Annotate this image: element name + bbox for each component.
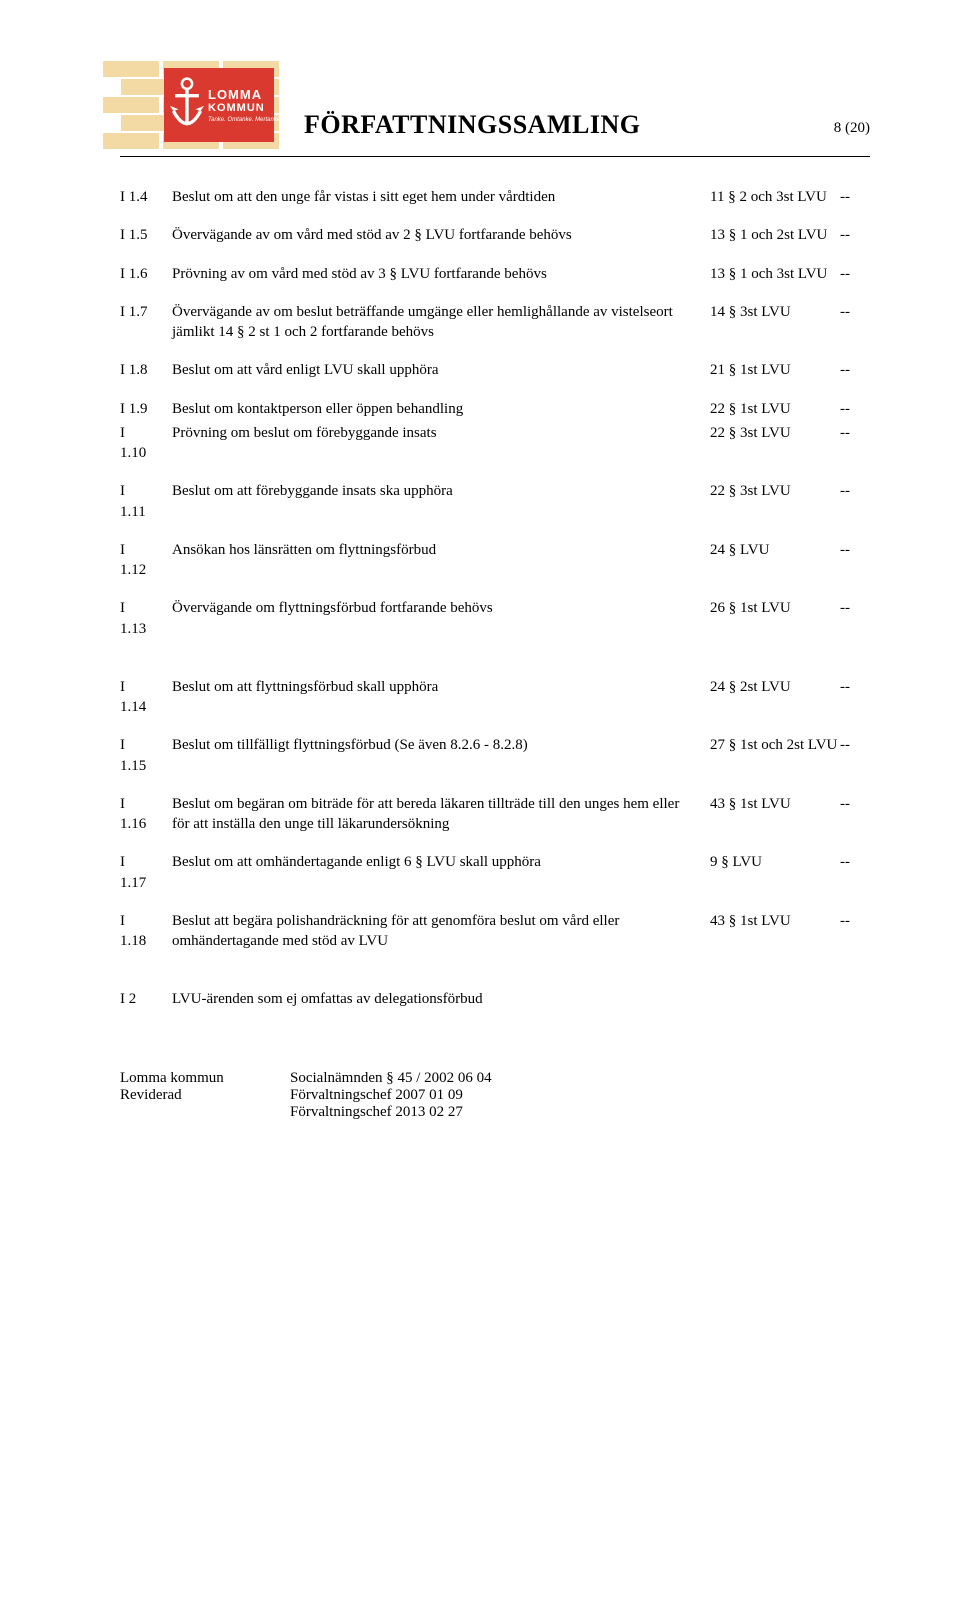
provision-description: Prövning av om vård med stöd av 3 § LVU … (172, 264, 710, 284)
provision-description: Beslut om att flyttningsförbud skall upp… (172, 677, 710, 697)
provision-row: I1.12Ansökan hos länsrätten om flyttning… (120, 540, 870, 581)
provision-row: I 1.4Beslut om att den unge får vistas i… (120, 187, 870, 207)
provision-delegate: -- (840, 911, 870, 931)
provision-description: Beslut om kontaktperson eller öppen beha… (172, 399, 710, 419)
footer-committee: Socialnämnden § 45 / 2002 06 04 (290, 1070, 492, 1087)
provision-id: I 1.5 (120, 225, 172, 245)
provision-id: I1.16 (120, 794, 172, 835)
provision-description: Beslut om att vård enligt LVU skall upph… (172, 360, 710, 380)
provision-reference: 22 § 3st LVU (710, 481, 840, 501)
provisions-list: I 1.4Beslut om att den unge får vistas i… (120, 187, 870, 1010)
page-header: LOMMA KOMMUN Tanke. Omtanke. Mertanke! F… (120, 60, 870, 157)
provision-description: Beslut om begäran om biträde för att ber… (172, 794, 710, 835)
provision-delegate: -- (840, 598, 870, 618)
provision-reference: 13 § 1 och 3st LVU (710, 264, 840, 284)
page-number: 8 (20) (834, 120, 870, 140)
logo-tagline: Tanke. Omtanke. Mertanke! (208, 117, 282, 123)
provision-delegate: -- (840, 481, 870, 501)
provision-delegate: -- (840, 302, 870, 322)
provision-description: LVU-ärenden som ej omfattas av delegatio… (172, 989, 710, 1009)
provision-row: I1.16Beslut om begäran om biträde för at… (120, 794, 870, 835)
provision-delegate: -- (840, 677, 870, 697)
provision-delegate: -- (840, 264, 870, 284)
provision-reference: 22 § 1st LVU (710, 399, 840, 419)
provision-reference: 26 § 1st LVU (710, 598, 840, 618)
provision-row: I 1.9Beslut om kontaktperson eller öppen… (120, 399, 870, 419)
provision-delegate: -- (840, 225, 870, 245)
provision-reference: 14 § 3st LVU (710, 302, 840, 322)
provision-id: I1.13 (120, 598, 172, 639)
provision-row: I 2LVU-ärenden som ej omfattas av delega… (120, 989, 870, 1009)
provision-reference: 11 § 2 och 3st LVU (710, 187, 840, 207)
provision-row: I1.15Beslut om tillfälligt flyttningsför… (120, 735, 870, 776)
provision-description: Prövning om beslut om förebyggande insat… (172, 423, 710, 443)
provision-description: Ansökan hos länsrätten om flyttningsförb… (172, 540, 710, 560)
provision-id: I1.17 (120, 852, 172, 893)
footer-revision-1: Förvaltningschef 2007 01 09 (290, 1087, 492, 1104)
provision-id: I 1.7 (120, 302, 172, 322)
provision-reference: 43 § 1st LVU (710, 911, 840, 931)
provision-id: I1.11 (120, 481, 172, 522)
provision-id: I1.14 (120, 677, 172, 718)
provision-description: Beslut att begära polishandräckning för … (172, 911, 710, 952)
provision-description: Beslut om att omhändertagande enligt 6 §… (172, 852, 710, 872)
footer-org: Lomma kommun (120, 1070, 290, 1087)
provision-id: I 1.8 (120, 360, 172, 380)
provision-row: I1.18Beslut att begära polishandräckning… (120, 911, 870, 952)
provision-row: I1.14Beslut om att flyttningsförbud skal… (120, 677, 870, 718)
provision-delegate: -- (840, 735, 870, 755)
provision-row: I1.11Beslut om att förebyggande insats s… (120, 481, 870, 522)
provision-id: I 1.4 (120, 187, 172, 207)
provision-reference: 22 § 3st LVU (710, 423, 840, 443)
provision-id: I 1.6 (120, 264, 172, 284)
footer-revision-2: Förvaltningschef 2013 02 27 (290, 1104, 492, 1121)
provision-id: I1.12 (120, 540, 172, 581)
provision-reference: 9 § LVU (710, 852, 840, 872)
provision-id: I1.15 (120, 735, 172, 776)
anchor-icon (170, 75, 204, 135)
provision-row: I 1.6Prövning av om vård med stöd av 3 §… (120, 264, 870, 284)
footer-revised-label: Reviderad (120, 1087, 290, 1104)
provision-description: Beslut om tillfälligt flyttningsförbud (… (172, 735, 710, 755)
municipality-logo: LOMMA KOMMUN Tanke. Omtanke. Mertanke! (120, 60, 280, 150)
provision-delegate: -- (840, 852, 870, 872)
provision-reference: 24 § 2st LVU (710, 677, 840, 697)
provision-reference: 24 § LVU (710, 540, 840, 560)
provision-row: I 1.8Beslut om att vård enligt LVU skall… (120, 360, 870, 380)
provision-id: I1.10 (120, 423, 172, 464)
provision-row: I1.10Prövning om beslut om förebyggande … (120, 423, 870, 464)
document-title: FÖRFATTNINGSSAMLING (304, 110, 640, 140)
provision-delegate: -- (840, 360, 870, 380)
provision-id: I 2 (120, 989, 172, 1009)
provision-description: Övervägande av om beslut beträffande umg… (172, 302, 710, 343)
provision-id: I1.18 (120, 911, 172, 952)
provision-reference: 43 § 1st LVU (710, 794, 840, 814)
provision-row: I 1.5Övervägande av om vård med stöd av … (120, 225, 870, 245)
page-footer: Lomma kommun Reviderad Socialnämnden § 4… (120, 1070, 870, 1121)
provision-reference: 27 § 1st och 2st LVU (710, 735, 840, 755)
provision-description: Övervägande om flyttningsförbud fortfara… (172, 598, 710, 618)
provision-row: I1.13Övervägande om flyttningsförbud for… (120, 598, 870, 639)
provision-description: Övervägande av om vård med stöd av 2 § L… (172, 225, 710, 245)
provision-delegate: -- (840, 423, 870, 443)
provision-row: I 1.7Övervägande av om beslut beträffand… (120, 302, 870, 343)
provision-delegate: -- (840, 794, 870, 814)
provision-delegate: -- (840, 187, 870, 207)
provision-delegate: -- (840, 399, 870, 419)
provision-row: I1.17Beslut om att omhändertagande enlig… (120, 852, 870, 893)
provision-description: Beslut om att den unge får vistas i sitt… (172, 187, 710, 207)
logo-line2: KOMMUN (208, 103, 282, 114)
provision-reference: 13 § 1 och 2st LVU (710, 225, 840, 245)
provision-delegate: -- (840, 540, 870, 560)
provision-reference: 21 § 1st LVU (710, 360, 840, 380)
logo-line1: LOMMA (208, 88, 282, 101)
provision-description: Beslut om att förebyggande insats ska up… (172, 481, 710, 501)
provision-id: I 1.9 (120, 399, 172, 419)
